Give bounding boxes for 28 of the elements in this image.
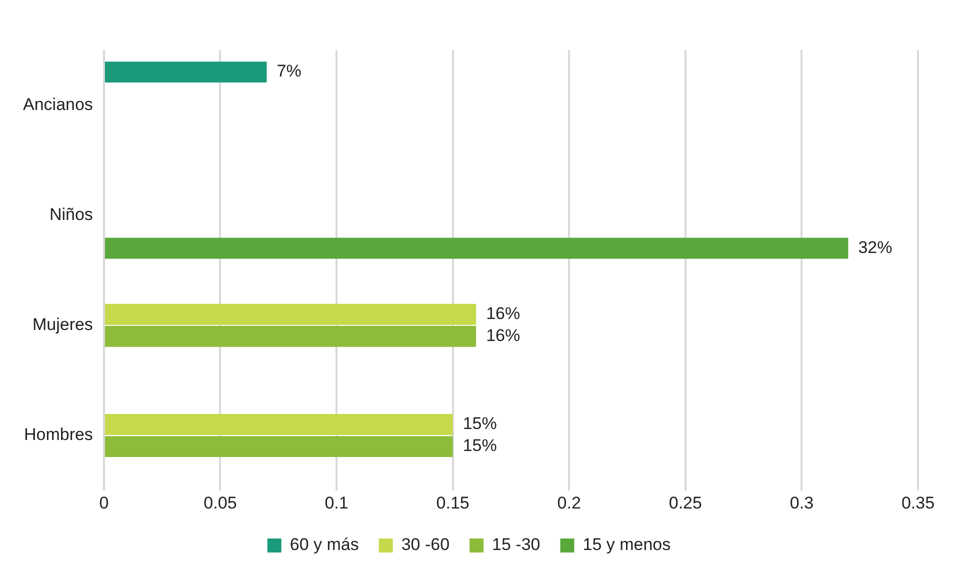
y-tick-label: Niños	[49, 204, 93, 224]
bar	[104, 304, 476, 325]
x-tick-label: 0.25	[668, 493, 702, 512]
x-tick-label: 0.35	[901, 493, 935, 512]
data-label: 15%	[462, 414, 497, 434]
x-tick-label: 0.05	[204, 493, 237, 512]
legend-label: 15 y menos	[582, 535, 671, 554]
legend-label: 30 -60	[401, 535, 450, 554]
data-label: 16%	[486, 326, 520, 346]
x-tick-label: 0.1	[324, 493, 348, 512]
x-tick-label: 0.15	[436, 493, 470, 512]
bar	[104, 238, 848, 259]
data-label: 32%	[858, 238, 892, 257]
legend-label: 60 y más	[290, 535, 359, 554]
x-tick-label: 0.2	[557, 493, 581, 512]
x-tick-label: 0	[99, 493, 109, 512]
x-tick-label: 0.3	[790, 493, 814, 512]
legend-label: 15 -30	[492, 535, 540, 554]
y-tick-label: Mujeres	[32, 315, 93, 334]
y-tick-label: Ancianos	[22, 94, 93, 114]
data-label: 16%	[486, 304, 520, 324]
bar	[104, 414, 453, 435]
data-label: 15%	[462, 436, 497, 456]
bar	[104, 436, 453, 458]
bar	[104, 62, 267, 82]
bar	[104, 326, 476, 347]
y-tick-label: Hombres	[24, 425, 93, 444]
data-label: 7%	[276, 62, 302, 81]
